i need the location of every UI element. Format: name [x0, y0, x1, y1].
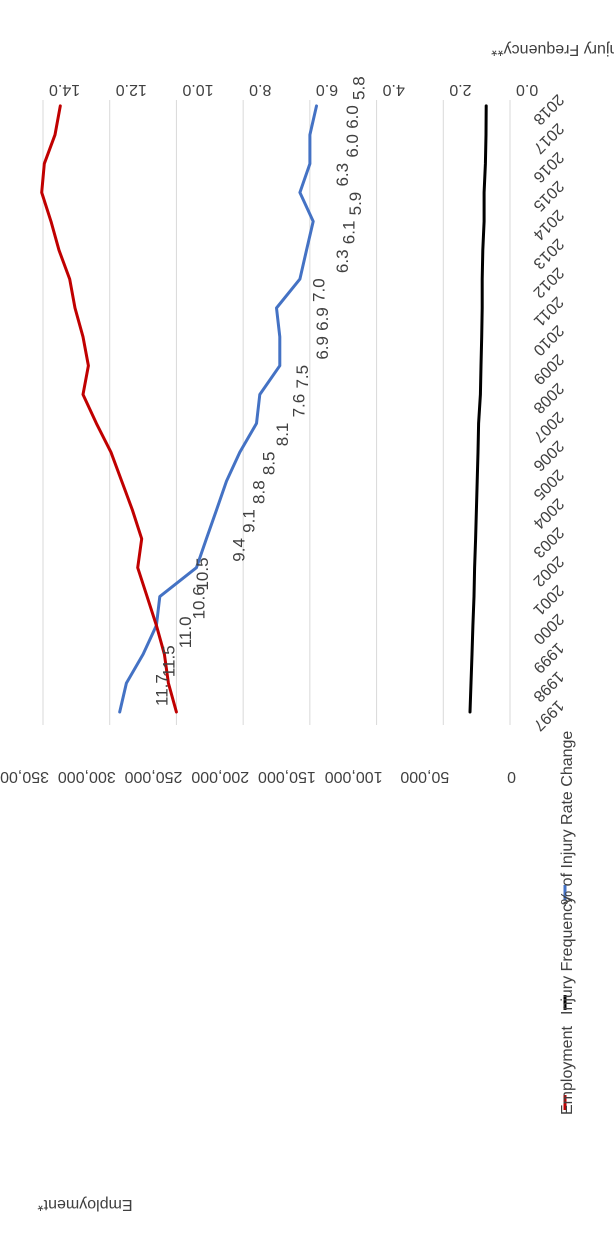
data-label: 8.5 — [259, 451, 278, 475]
left-tick-label: 300,000 — [58, 768, 116, 785]
data-label: 11.5 — [159, 645, 178, 677]
data-label: 9.1 — [239, 509, 258, 533]
year-tick-label: 2007 — [530, 408, 567, 445]
series-line — [468, 104, 488, 714]
left-tick-label: 200,000 — [191, 768, 249, 785]
data-label: 9.4 — [229, 538, 248, 562]
legend-entry: Employment — [559, 1026, 576, 1115]
year-tick-label: 2004 — [530, 495, 567, 532]
data-label: 6.9 — [313, 307, 332, 331]
year-tick-label: 1998 — [530, 668, 567, 705]
data-label: 7.6 — [289, 394, 308, 418]
data-label: 6.3 — [333, 163, 352, 187]
left-axis-title: Employment* — [37, 1196, 132, 1213]
data-label: 6.3 — [333, 249, 352, 273]
right-tick-label: 2.0 — [449, 81, 471, 98]
right-axis-ticks: 0.0 2.0 4.0 6.0 8.0 10.0 12.0 14.0 — [49, 81, 538, 98]
year-tick-label: 2006 — [530, 437, 567, 474]
year-tick-label: 2010 — [530, 321, 567, 358]
year-tick-label: 2002 — [530, 552, 567, 589]
data-label: 10.6 — [189, 586, 208, 619]
data-label: 7.0 — [310, 278, 329, 302]
right-tick-label: 8.0 — [249, 81, 271, 98]
right-tick-label: 12.0 — [116, 81, 147, 98]
data-label: 11.7 — [153, 674, 172, 706]
right-tick-label: 14.0 — [49, 81, 80, 98]
year-tick-label: 2011 — [530, 293, 566, 329]
legend-entry: Injury Frequency — [559, 896, 576, 1015]
data-label: 7.5 — [293, 365, 312, 389]
data-label: 6.1 — [340, 221, 359, 245]
year-tick-label: 2014 — [530, 206, 567, 243]
year-tick-label: 2016 — [530, 148, 567, 185]
right-axis-title: Injury Frequency** — [491, 41, 614, 58]
data-label: 8.8 — [249, 480, 268, 504]
left-tick-label: 100,000 — [325, 768, 383, 785]
right-tick-label: 4.0 — [382, 81, 404, 98]
series-line — [40, 104, 178, 714]
year-tick-label: 1997 — [530, 697, 567, 734]
left-tick-label: 50,000 — [400, 768, 449, 785]
data-label: 6.0 — [343, 105, 362, 129]
right-tick-label: 0.0 — [516, 81, 538, 98]
series-lines — [40, 104, 488, 714]
year-tick-label: 2013 — [530, 235, 567, 272]
left-tick-label: 0 — [507, 768, 516, 785]
data-label: 8.1 — [273, 423, 292, 447]
year-tick-label: 1999 — [530, 639, 567, 676]
data-label: 10.5 — [193, 557, 212, 590]
data-labels: 11.711.511.010.610.5 9.4 9.1 8.8 8.5 8.1 7.6 7.… — [153, 76, 369, 706]
year-tick-label: 2008 — [530, 379, 567, 416]
x-axis-ticks: 1997199819992000200120022003200420052006… — [530, 91, 567, 734]
data-label: 11.0 — [176, 616, 195, 648]
data-label: 5.8 — [350, 76, 369, 100]
gridlines — [42, 100, 511, 725]
series-line — [118, 104, 318, 714]
data-label: 5.9 — [346, 192, 365, 216]
data-label: 6.0 — [343, 134, 362, 158]
legend-entry: % of Injury Rate Change — [559, 731, 576, 905]
year-tick-label: 2000 — [530, 610, 567, 647]
right-tick-label: 10.0 — [182, 81, 213, 98]
year-tick-label: 2003 — [530, 523, 567, 560]
year-tick-label: 2001 — [530, 581, 567, 618]
left-tick-label: 250,000 — [124, 768, 182, 785]
right-tick-label: 6.0 — [316, 81, 338, 98]
year-tick-label: 2017 — [530, 119, 567, 156]
year-tick-label: 2012 — [530, 264, 567, 301]
left-tick-label: 150,000 — [258, 768, 316, 785]
year-tick-label: 2015 — [530, 177, 567, 214]
left-axis-ticks: 0 50,000 100,000 150,000 200,000 250,000 300,0… — [0, 768, 516, 785]
data-label: 6.9 — [313, 336, 332, 360]
left-tick-label: 350,000 — [0, 768, 49, 785]
year-tick-label: 2009 — [530, 350, 567, 387]
year-tick-label: 2005 — [530, 466, 567, 503]
